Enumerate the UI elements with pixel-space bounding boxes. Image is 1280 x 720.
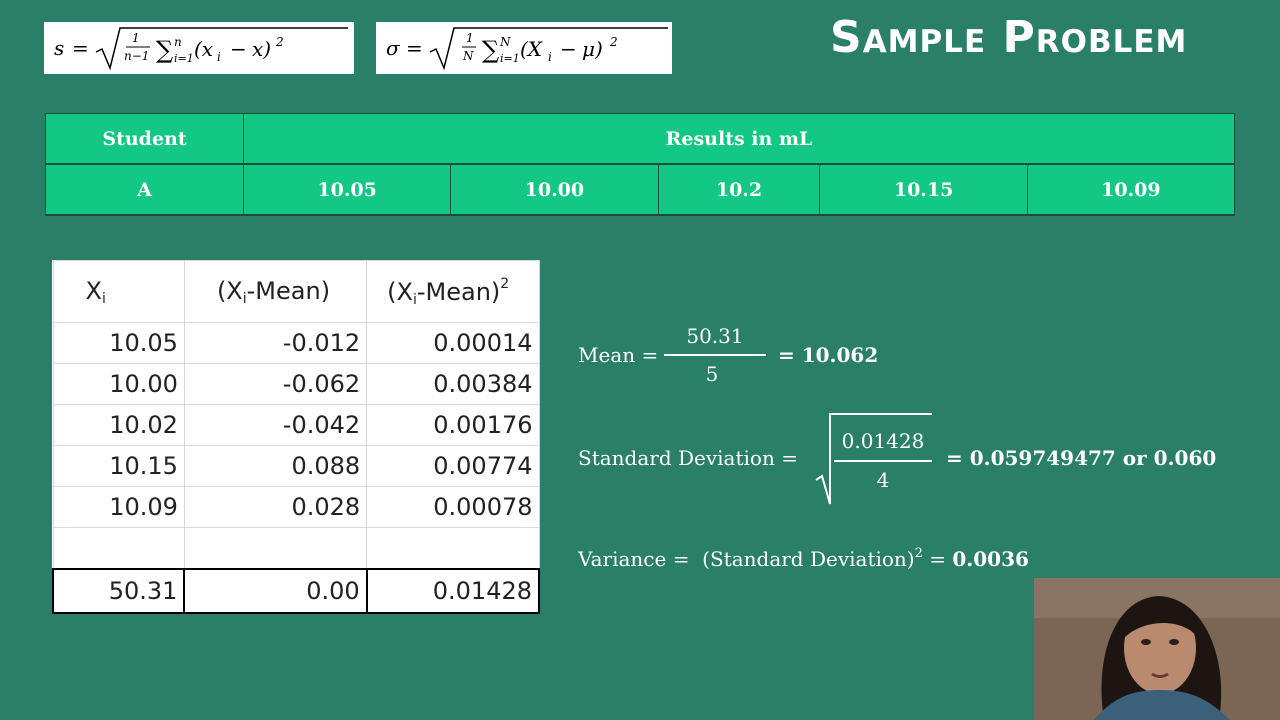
squared-deviation-cell: 0.00078 bbox=[366, 486, 540, 529]
student-cell: A bbox=[45, 163, 244, 216]
svg-text:x): x) bbox=[252, 37, 271, 61]
empty-cell bbox=[183, 527, 368, 570]
totals-row: 50.31 0.00 0.01428 bbox=[51, 567, 541, 615]
svg-text:2: 2 bbox=[275, 35, 284, 49]
xi-cell: 10.00 bbox=[52, 363, 185, 406]
empty-row bbox=[52, 527, 540, 570]
squared-deviation-cell: 0.00774 bbox=[366, 445, 540, 488]
squared-deviation-cell: 0.00014 bbox=[366, 322, 540, 365]
svg-text:n−1: n−1 bbox=[124, 49, 149, 63]
svg-text:−: − bbox=[230, 37, 247, 61]
result-cell: 10.2 bbox=[657, 163, 821, 216]
variance-result: 0.0036 bbox=[952, 547, 1029, 571]
deviation-cell: -0.012 bbox=[183, 322, 368, 365]
calc-header-row: Xi (Xi-Mean) (Xi-Mean)2 bbox=[52, 259, 540, 324]
mean-denominator: 5 bbox=[705, 362, 719, 386]
std-dev-denominator: 4 bbox=[876, 468, 890, 492]
svg-text:(X: (X bbox=[520, 37, 543, 61]
svg-text:i: i bbox=[217, 50, 221, 64]
squared-deviation-cell: 0.00176 bbox=[366, 404, 540, 447]
result-cell: 10.00 bbox=[450, 163, 659, 216]
svg-text:σ: σ bbox=[386, 36, 401, 60]
presenter-webcam bbox=[1034, 578, 1280, 720]
svg-text:(x: (x bbox=[194, 37, 213, 61]
svg-text:1: 1 bbox=[132, 31, 140, 45]
result-cell: 10.15 bbox=[819, 163, 1028, 216]
table-row: 10.00 -0.062 0.00384 bbox=[52, 363, 540, 406]
deviation-header: (Xi-Mean) bbox=[183, 259, 368, 324]
std-dev-label: Standard Deviation = bbox=[578, 446, 798, 470]
svg-text:n: n bbox=[174, 35, 182, 49]
xi-cell: 10.02 bbox=[52, 404, 185, 447]
population-sd-formula-image: σ = 1 N ∑ N i=1 (X i − μ) 2 bbox=[386, 27, 668, 71]
variance-expression: (Standard Deviation) bbox=[702, 547, 915, 571]
svg-text:2: 2 bbox=[609, 35, 618, 49]
squared-deviation-total: 0.01428 bbox=[365, 567, 541, 615]
mean-result: = 10.062 bbox=[778, 343, 879, 367]
mean-label: Mean = bbox=[578, 343, 659, 367]
result-cell: 10.05 bbox=[242, 163, 452, 216]
std-dev-result: = 0.059749477 or 0.060 bbox=[946, 446, 1217, 470]
svg-text:1: 1 bbox=[466, 31, 474, 45]
deviation-total: 0.00 bbox=[183, 567, 368, 615]
table-row: 10.09 0.028 0.00078 bbox=[52, 486, 540, 529]
empty-cell bbox=[366, 527, 540, 570]
std-dev-fraction-bar bbox=[834, 460, 932, 462]
deviation-cell: 0.028 bbox=[183, 486, 368, 529]
result-cell: 10.09 bbox=[1026, 163, 1236, 216]
svg-text:i: i bbox=[548, 50, 552, 64]
svg-text:∑: ∑ bbox=[156, 36, 173, 64]
mean-numerator: 50.31 bbox=[686, 324, 744, 348]
svg-text:i=1: i=1 bbox=[174, 52, 194, 65]
xi-cell: 10.05 bbox=[52, 322, 185, 365]
square-root-sign bbox=[815, 413, 932, 505]
svg-text:i=1: i=1 bbox=[500, 52, 520, 65]
deviation-cell: -0.062 bbox=[183, 363, 368, 406]
svg-text:N: N bbox=[499, 35, 511, 49]
calculation-table: Xi (Xi-Mean) (Xi-Mean)2 10.05 -0.012 0.0… bbox=[51, 259, 541, 615]
deviation-cell: 0.088 bbox=[183, 445, 368, 488]
xi-header: Xi bbox=[52, 259, 185, 324]
results-table: Student Results in mL A 10.05 10.00 10.2… bbox=[45, 113, 1236, 216]
svg-text:=: = bbox=[406, 36, 423, 60]
std-dev-numerator: 0.01428 bbox=[841, 429, 925, 453]
svg-text:−: − bbox=[560, 37, 577, 61]
table-row: 10.15 0.088 0.00774 bbox=[52, 445, 540, 488]
svg-text:=: = bbox=[72, 36, 89, 60]
variance-line: Variance = (Standard Deviation)2 = 0.003… bbox=[578, 546, 1029, 571]
empty-cell bbox=[52, 527, 185, 570]
squared-deviation-header: (Xi-Mean)2 bbox=[366, 259, 540, 324]
table-row: 10.05 -0.012 0.00014 bbox=[52, 322, 540, 365]
sample-sd-formula-image: s = 1 n−1 ∑ n i=1 (x i − x) 2 bbox=[54, 27, 348, 71]
table-row: 10.02 -0.042 0.00176 bbox=[52, 404, 540, 447]
results-header: Results in mL bbox=[243, 113, 1235, 166]
squared-deviation-cell: 0.00384 bbox=[366, 363, 540, 406]
results-data-row: A 10.05 10.00 10.2 10.15 10.09 bbox=[45, 163, 1236, 216]
xi-total: 50.31 bbox=[51, 567, 186, 615]
mean-fraction-bar bbox=[664, 354, 766, 356]
presenter-image bbox=[1034, 578, 1280, 720]
student-header: Student bbox=[45, 113, 244, 166]
variance-label: Variance = bbox=[578, 547, 690, 571]
svg-text:s: s bbox=[54, 36, 64, 60]
variance-exponent: 2 bbox=[914, 546, 923, 561]
sample-sd-formula: s = 1 n−1 ∑ n i=1 (x i − x) 2 bbox=[44, 22, 354, 74]
svg-text:μ): μ) bbox=[582, 37, 603, 61]
xi-cell: 10.15 bbox=[52, 445, 185, 488]
svg-text:∑: ∑ bbox=[482, 36, 499, 64]
population-sd-formula: σ = 1 N ∑ N i=1 (X i − μ) 2 bbox=[376, 22, 672, 74]
slide-title: Sample Problem bbox=[830, 12, 1188, 63]
results-header-row: Student Results in mL bbox=[45, 113, 1235, 166]
variance-equals: = bbox=[929, 547, 947, 571]
deviation-cell: -0.042 bbox=[183, 404, 368, 447]
xi-cell: 10.09 bbox=[52, 486, 185, 529]
svg-text:N: N bbox=[462, 49, 474, 63]
